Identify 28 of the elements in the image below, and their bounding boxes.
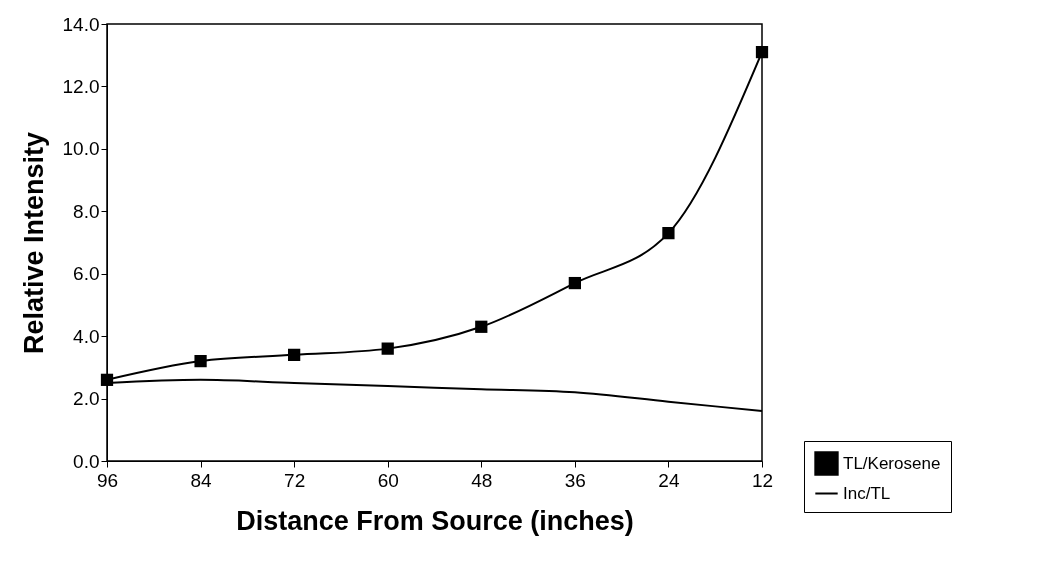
point: [662, 227, 675, 240]
point: [755, 45, 769, 59]
point: [381, 342, 394, 355]
y-tick-label: 14.0: [62, 13, 100, 35]
x-axis-title: Distance From Source (inches): [236, 505, 634, 536]
y-tick-label: 6.0: [73, 263, 100, 285]
point: [194, 354, 207, 368]
y-tick-label: 0.0: [73, 450, 100, 472]
y-tick-label: 2.0: [73, 388, 100, 410]
point: [100, 373, 114, 386]
legend-label: Inc/TL: [843, 483, 891, 503]
legend-label: TL/Kerosene: [843, 453, 941, 473]
point: [568, 276, 581, 290]
x-tick-label: 48: [471, 469, 493, 491]
x-tick-label: 72: [284, 469, 306, 491]
y-tick-label: 4.0: [73, 325, 100, 347]
y-tick-label: 8.0: [73, 200, 100, 222]
y-tick-label: 12.0: [62, 75, 100, 97]
y-tick-label: 10.0: [62, 138, 100, 160]
x-tick-label: 84: [190, 469, 213, 491]
x-tick-label: 96: [96, 469, 119, 491]
x-tick-label: 36: [564, 469, 586, 491]
x-tick-label: 24: [658, 469, 680, 491]
x-tick-label: 60: [377, 469, 399, 491]
y-axis-title: Relative Intensity: [18, 131, 49, 355]
x-tick-label: 12: [751, 469, 774, 491]
point: [288, 348, 301, 361]
point: [475, 320, 488, 333]
